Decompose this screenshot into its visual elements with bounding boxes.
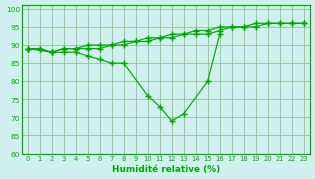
X-axis label: Humidité relative (%): Humidité relative (%) [111, 164, 219, 173]
